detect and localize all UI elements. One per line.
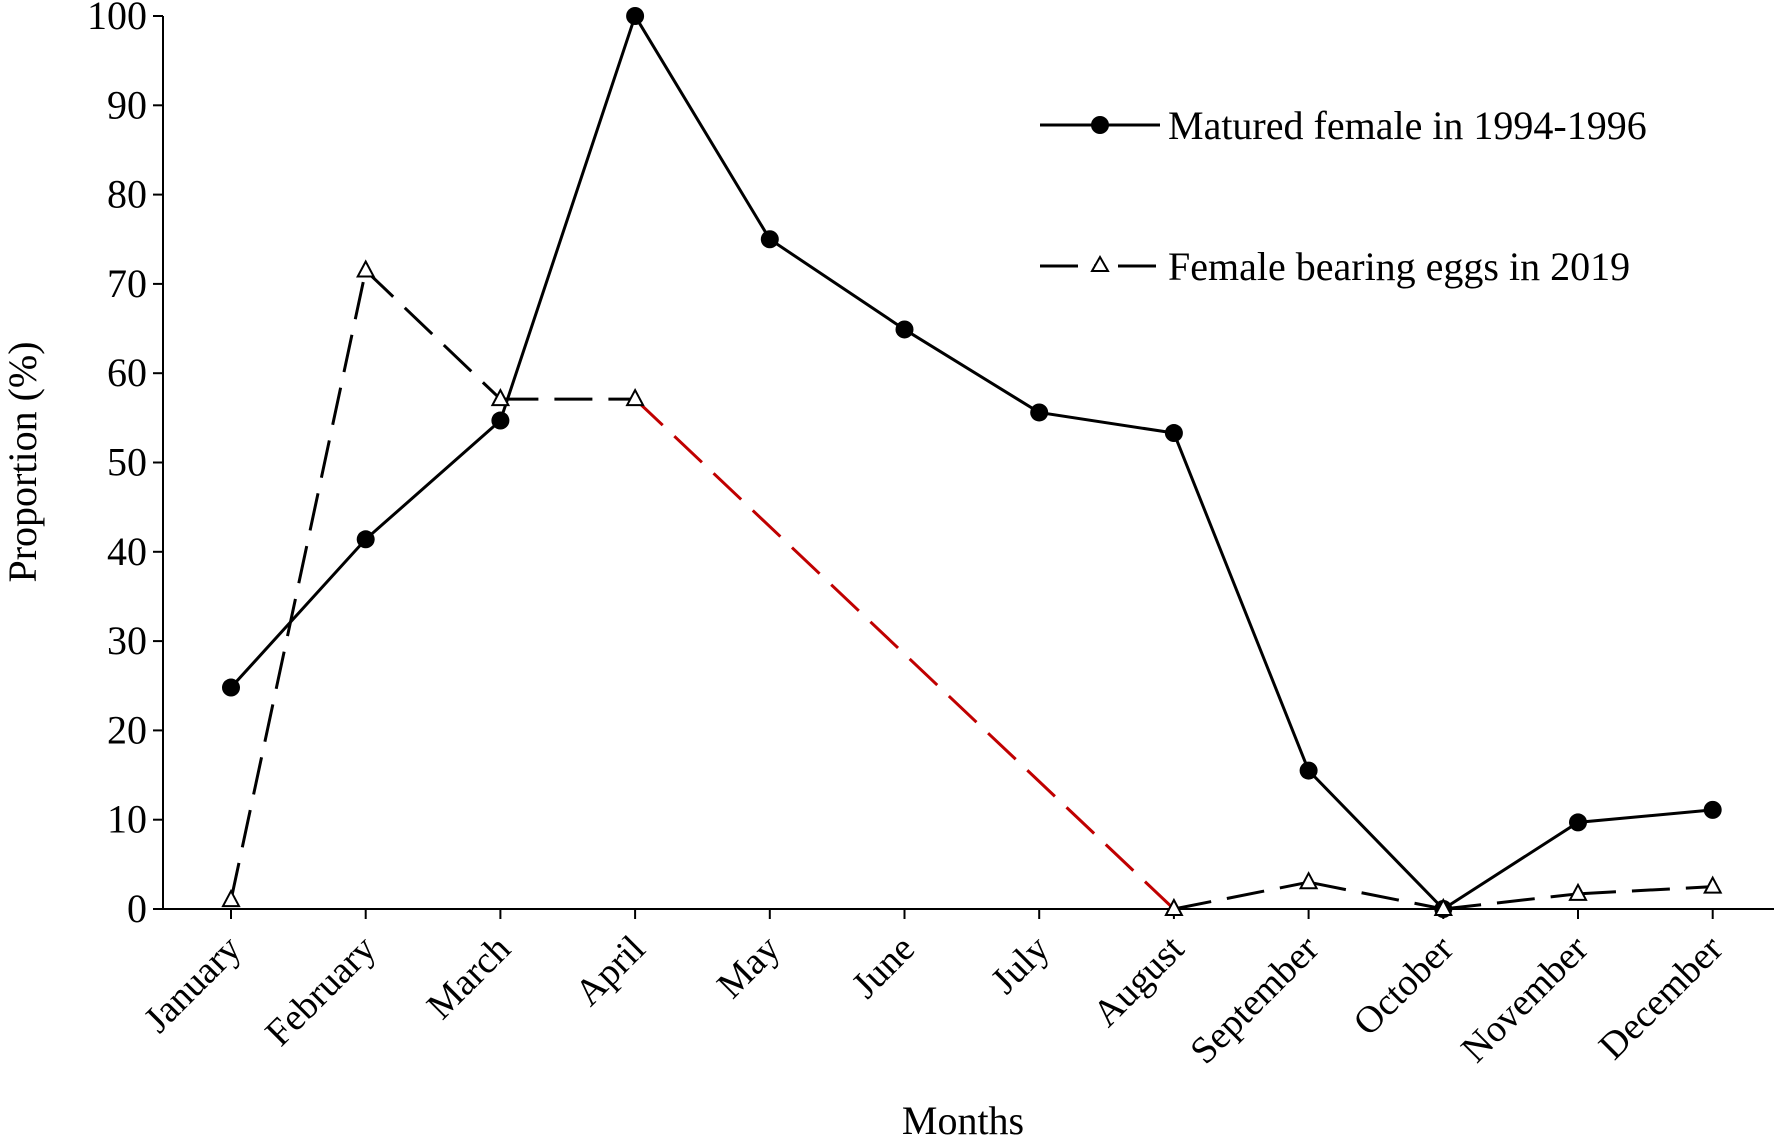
y-tick-label: 100 [87, 0, 147, 38]
series-matured-point [1030, 403, 1049, 422]
x-tick-label: January [136, 928, 249, 1041]
axes [162, 16, 1774, 910]
series-eggs-point [625, 387, 645, 407]
y-tick-label: 20 [107, 707, 147, 752]
legend: Matured female in 1994-1996 Female beari… [1040, 103, 1647, 289]
y-tick-label: 40 [107, 529, 147, 574]
series-eggs-segment [229, 270, 368, 901]
series-eggs-segment [1443, 892, 1579, 911]
x-tick-label: December [1591, 927, 1731, 1067]
series-matured-point [222, 678, 240, 697]
series-matured-point [356, 530, 375, 549]
series-eggs-segment [1308, 880, 1444, 911]
series-eggs-point [221, 888, 241, 908]
series-matured-point [1703, 800, 1722, 819]
y-axis-title: Proportion (%) [0, 341, 45, 582]
legend-marker-open-triangle [1090, 254, 1110, 272]
series-matured-point [1569, 813, 1587, 832]
x-tick-label: February [257, 928, 384, 1055]
series-matured-point [895, 320, 914, 339]
series-eggs-segment [1173, 880, 1309, 911]
y-ticks: 0 10 20 30 40 50 60 70 80 90 100 [87, 0, 163, 931]
series-matured-point [1164, 424, 1183, 443]
x-axis-title: Months [902, 1098, 1024, 1138]
y-tick-label: 70 [107, 261, 147, 306]
x-tick-label: April [567, 928, 653, 1014]
y-tick-label: 30 [107, 618, 147, 663]
series-eggs-point [1298, 871, 1319, 890]
x-ticks: January February March April May June July Augu… [136, 909, 1731, 1072]
x-tick-label: November [1453, 927, 1596, 1070]
y-tick-label: 60 [107, 350, 147, 395]
series-matured-point [1299, 761, 1318, 780]
series-eggs-point [1568, 882, 1588, 901]
series-matured-point [491, 411, 510, 430]
series-eggs-point [1703, 875, 1723, 894]
series-eggs-gap-segment [634, 398, 1175, 911]
series-layer [221, 7, 1723, 918]
series-eggs-segment [1577, 885, 1713, 896]
legend-label-matured-female: Matured female in 1994-1996 [1168, 103, 1647, 148]
x-tick-label: June [844, 928, 923, 1007]
series-matured-line [229, 12, 1713, 911]
y-tick-label: 90 [107, 82, 147, 127]
legend-item-matured-female: Matured female in 1994-1996 [1040, 103, 1647, 148]
series-eggs-segment [364, 269, 502, 401]
x-tick-label: March [419, 928, 519, 1028]
x-tick-label: May [709, 928, 788, 1007]
y-tick-label: 0 [127, 886, 147, 931]
x-tick-label: August [1085, 927, 1193, 1035]
legend-marker-filled-circle [1091, 116, 1109, 134]
series-eggs-point [1433, 897, 1453, 916]
y-tick-label: 10 [107, 797, 147, 842]
series-matured-point [760, 230, 779, 249]
x-tick-label: October [1345, 927, 1461, 1043]
x-tick-label: September [1182, 927, 1327, 1072]
y-tick-label: 50 [107, 440, 147, 485]
series-eggs-point [490, 387, 511, 407]
series-eggs-point [1164, 897, 1184, 916]
series-eggs-point [356, 259, 376, 278]
x-tick-label: July [983, 928, 1058, 1003]
series-matured-point [626, 7, 645, 25]
legend-item-female-eggs: Female bearing eggs in 2019 [1040, 244, 1630, 289]
y-tick-label: 80 [107, 172, 147, 217]
legend-label-female-eggs: Female bearing eggs in 2019 [1168, 244, 1630, 289]
